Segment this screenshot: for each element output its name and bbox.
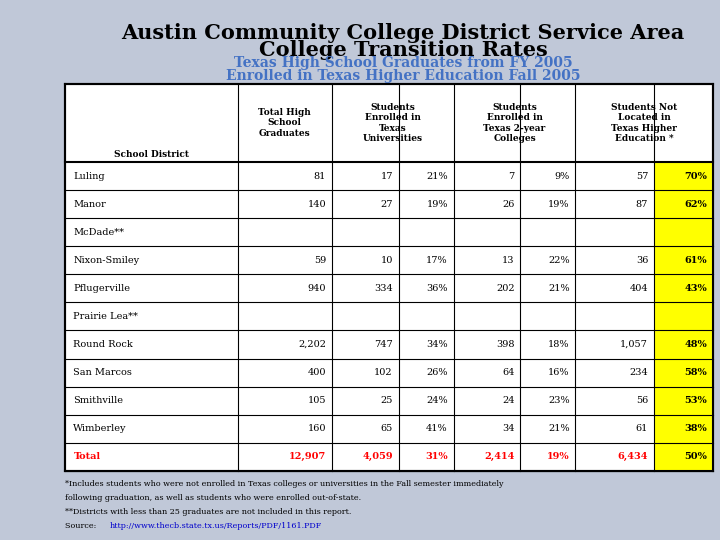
Text: 34: 34 (502, 424, 515, 433)
Text: 65: 65 (381, 424, 393, 433)
Text: 2,414: 2,414 (485, 453, 515, 461)
Text: 61: 61 (636, 424, 648, 433)
Text: Total: Total (73, 453, 101, 461)
Text: Students Not
Located in
Texas Higher
Education *: Students Not Located in Texas Higher Edu… (611, 103, 678, 143)
Text: 102: 102 (374, 368, 393, 377)
Text: San Marcos: San Marcos (73, 368, 132, 377)
Text: 9%: 9% (554, 172, 570, 180)
Text: Enrolled in Texas Higher Education Fall 2005: Enrolled in Texas Higher Education Fall … (226, 69, 580, 83)
Text: Luling: Luling (73, 172, 105, 180)
Text: 24%: 24% (426, 396, 448, 405)
Text: 16%: 16% (548, 368, 570, 377)
Text: 26%: 26% (426, 368, 448, 377)
Text: 58%: 58% (684, 368, 707, 377)
Text: 6,434: 6,434 (618, 453, 648, 461)
Text: 21%: 21% (426, 172, 448, 180)
Text: 31%: 31% (426, 453, 448, 461)
Text: 105: 105 (307, 396, 326, 405)
Text: 234: 234 (629, 368, 648, 377)
Text: 81: 81 (314, 172, 326, 180)
Text: College Transition Rates: College Transition Rates (258, 40, 548, 60)
Text: **Districts with less than 25 graduates are not included in this report.: **Districts with less than 25 graduates … (65, 508, 351, 516)
Text: 70%: 70% (684, 172, 707, 180)
Text: 23%: 23% (548, 396, 570, 405)
Text: 160: 160 (307, 424, 326, 433)
Text: 38%: 38% (684, 424, 707, 433)
Text: 62%: 62% (684, 200, 707, 208)
Text: 19%: 19% (548, 200, 570, 208)
Text: *Includes students who were not enrolled in Texas colleges or universities in th: *Includes students who were not enrolled… (65, 480, 503, 488)
Text: 19%: 19% (426, 200, 448, 208)
Text: 22%: 22% (548, 256, 570, 265)
Text: 36%: 36% (426, 284, 448, 293)
Text: Students
Enrolled in
Texas 2-year
Colleges: Students Enrolled in Texas 2-year Colleg… (483, 103, 546, 143)
Text: Smithville: Smithville (73, 396, 123, 405)
Text: 36: 36 (636, 256, 648, 265)
Text: 19%: 19% (547, 453, 570, 461)
Text: 59: 59 (314, 256, 326, 265)
Text: Prairie Lea**: Prairie Lea** (73, 312, 138, 321)
Text: 17: 17 (380, 172, 393, 180)
Text: 56: 56 (636, 396, 648, 405)
Text: 87: 87 (636, 200, 648, 208)
Text: Pflugerville: Pflugerville (73, 284, 130, 293)
Text: 24: 24 (502, 396, 515, 405)
Text: 747: 747 (374, 340, 393, 349)
Text: 202: 202 (496, 284, 515, 293)
Text: McDade**: McDade** (73, 228, 125, 237)
Text: 140: 140 (307, 200, 326, 208)
Text: Austin Community College District Service Area: Austin Community College District Servic… (122, 23, 685, 43)
Text: 400: 400 (307, 368, 326, 377)
Text: 404: 404 (629, 284, 648, 293)
Text: 17%: 17% (426, 256, 448, 265)
Text: 398: 398 (496, 340, 515, 349)
Text: Round Rock: Round Rock (73, 340, 133, 349)
Text: following graduation, as well as students who were enrolled out-of-state.: following graduation, as well as student… (65, 494, 361, 502)
Text: Nixon-Smiley: Nixon-Smiley (73, 256, 140, 265)
Text: 27: 27 (380, 200, 393, 208)
Text: Wimberley: Wimberley (73, 424, 127, 433)
Text: 43%: 43% (684, 284, 707, 293)
Text: 334: 334 (374, 284, 393, 293)
Text: 12,907: 12,907 (289, 453, 326, 461)
Text: 18%: 18% (548, 340, 570, 349)
Text: http://www.thecb.state.tx.us/Reports/PDF/1161.PDF: http://www.thecb.state.tx.us/Reports/PDF… (109, 522, 322, 530)
Text: Source:: Source: (65, 522, 102, 530)
Text: 10: 10 (380, 256, 393, 265)
Text: Manor: Manor (73, 200, 106, 208)
Text: 50%: 50% (684, 453, 707, 461)
Text: 21%: 21% (548, 284, 570, 293)
Text: 21%: 21% (548, 424, 570, 433)
Text: 940: 940 (307, 284, 326, 293)
Text: 64: 64 (503, 368, 515, 377)
Text: 57: 57 (636, 172, 648, 180)
Text: 25: 25 (380, 396, 393, 405)
Text: Total High
School
Graduates: Total High School Graduates (258, 108, 311, 138)
Text: Students
Enrolled in
Texas
Universities: Students Enrolled in Texas Universities (363, 103, 423, 143)
Text: 48%: 48% (684, 340, 707, 349)
Text: 26: 26 (503, 200, 515, 208)
Text: Texas High School Graduates from FY 2005: Texas High School Graduates from FY 2005 (234, 56, 572, 70)
Text: 61%: 61% (685, 256, 707, 265)
Text: 41%: 41% (426, 424, 448, 433)
Text: School District: School District (114, 150, 189, 159)
Text: 13: 13 (502, 256, 515, 265)
Text: 4,059: 4,059 (362, 453, 393, 461)
Text: 7: 7 (508, 172, 515, 180)
Text: 34%: 34% (426, 340, 448, 349)
Text: 53%: 53% (684, 396, 707, 405)
Text: 1,057: 1,057 (620, 340, 648, 349)
Text: 2,202: 2,202 (298, 340, 326, 349)
